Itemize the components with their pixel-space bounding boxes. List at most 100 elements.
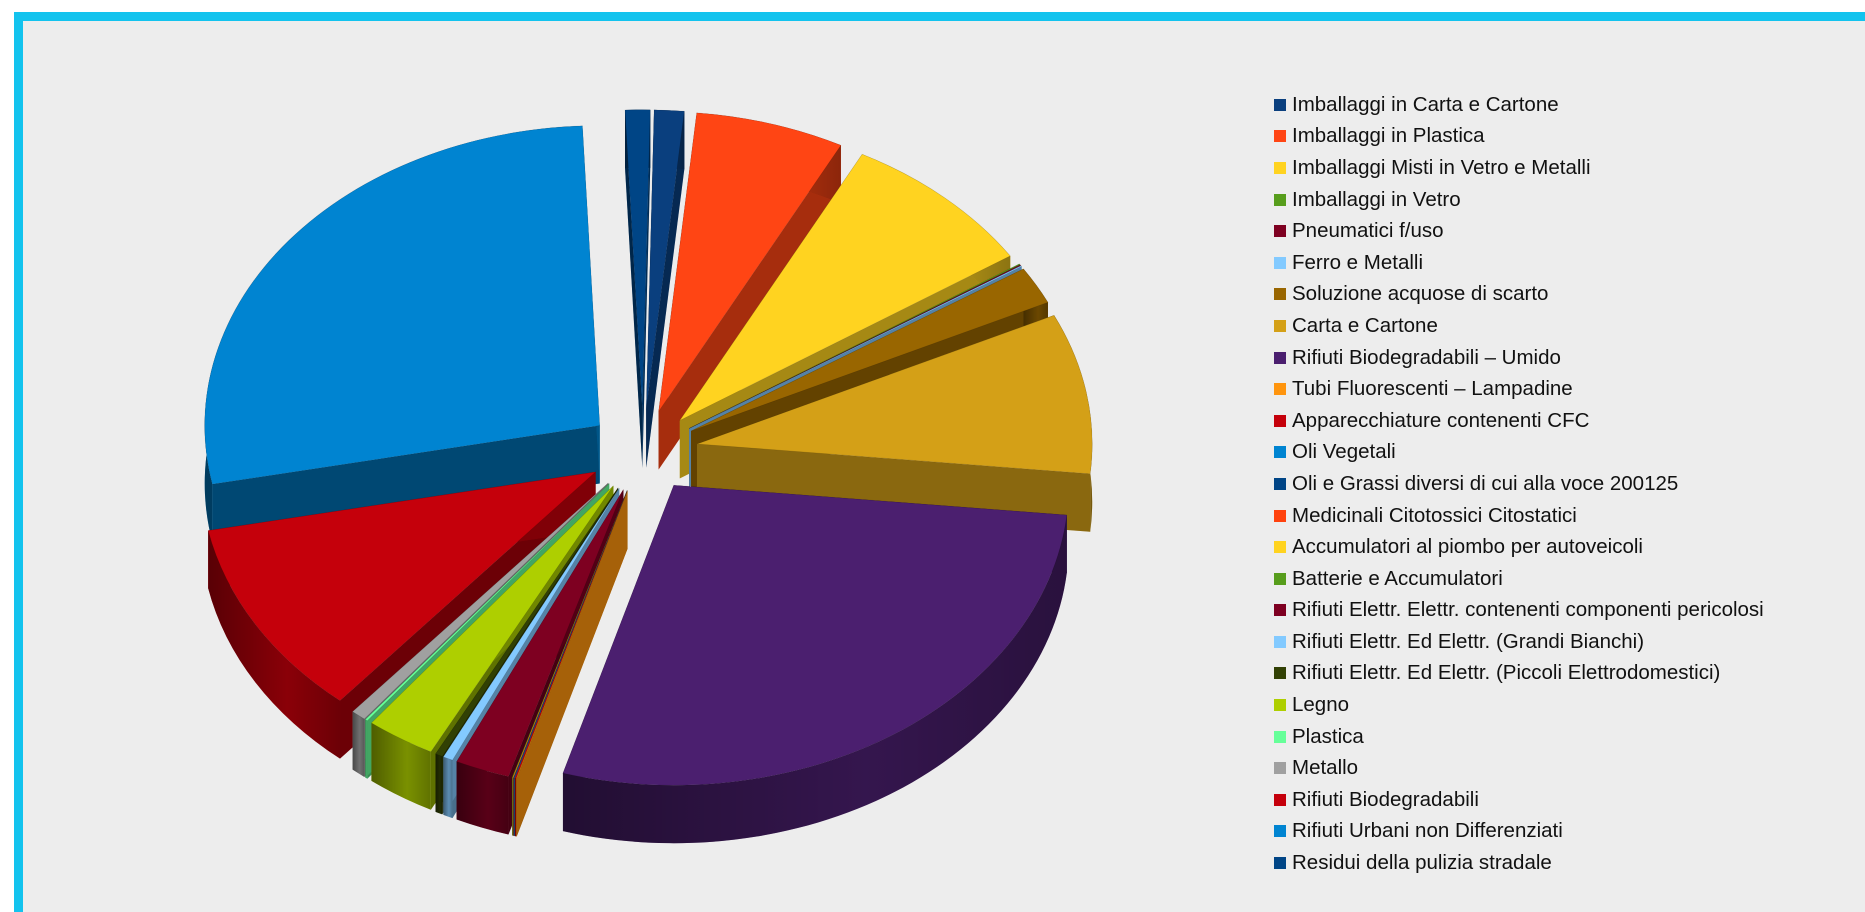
legend-label: Batterie e Accumulatori: [1292, 566, 1503, 590]
pie-slice-top: [512, 490, 628, 779]
legend-swatch: [1274, 319, 1286, 332]
pie-slice-top: [678, 153, 1011, 422]
pie-slice-24: [204, 125, 601, 543]
legend-item: Accumulatori al piombo per autoveicoli: [1274, 531, 1764, 563]
legend-item: Pneumatici f/uso: [1274, 215, 1764, 247]
pie-slice-wall-shade: [646, 111, 685, 468]
legend-label: Imballaggi in Plastica: [1292, 124, 1485, 148]
pie-slice-wall: [516, 490, 628, 837]
pie-slice-top: [442, 488, 620, 761]
legend-item: Legno: [1274, 689, 1764, 721]
legend-swatch: [1274, 446, 1286, 459]
pie-slice-wall: [212, 425, 600, 543]
pie-slice-8: [697, 314, 1093, 532]
pie-slice-top: [645, 109, 685, 410]
legend-label: Plastica: [1292, 724, 1364, 748]
legend-swatch: [1274, 256, 1286, 269]
legend-swatch: [1274, 699, 1286, 712]
pie-slice-wall: [625, 110, 643, 468]
pie-slice-side-shade: [562, 514, 1067, 844]
legend-item: Ferro e Metalli: [1274, 247, 1764, 279]
legend-swatch: [1274, 288, 1286, 301]
legend-swatch: [1274, 98, 1286, 111]
pie-slice-top: [624, 109, 651, 410]
pie-slice-top: [513, 490, 628, 779]
pie-slice-top: [435, 487, 619, 757]
legend-label: Ferro e Metalli: [1292, 250, 1424, 274]
legend-item: Soluzione acquose di scarto: [1274, 279, 1764, 311]
legend-item: Tubi Fluorescenti – Lampadine: [1274, 373, 1764, 405]
pie-slice-wall: [646, 111, 685, 468]
legend-swatch: [1274, 541, 1286, 554]
pie-slice-wall-shade: [642, 109, 651, 468]
legend-item: Imballaggi in Vetro: [1274, 184, 1764, 216]
pie-slice-top: [562, 484, 1068, 786]
legend-label: Oli Vegetali: [1292, 440, 1396, 464]
legend-item: Oli Vegetali: [1274, 437, 1764, 469]
legend-swatch: [1274, 572, 1286, 585]
pie-slice-top: [697, 314, 1093, 475]
legend-label: Metallo: [1292, 756, 1359, 780]
legend-swatch: [1274, 509, 1286, 522]
legend-label: Apparecchiature contenenti CFC: [1292, 408, 1590, 432]
legend-swatch: [1274, 193, 1286, 206]
pie-slice-side-shade: [371, 722, 431, 810]
legend-label: Tubi Fluorescenti – Lampadine: [1292, 377, 1573, 401]
legend-item: Carta e Cartone: [1274, 310, 1764, 342]
pie-slice-top: [514, 490, 628, 779]
pie-slice-wall-shade: [516, 490, 628, 837]
legend-item: Rifiuti Urbani non Differenziati: [1274, 816, 1764, 848]
pie-slice-top: [658, 112, 842, 412]
legend-item: Imballaggi in Plastica: [1274, 121, 1764, 153]
pie-slice-top: [512, 490, 628, 779]
pie-slice-25: [624, 109, 651, 468]
legend: Imballaggi in Carta e Cartone Imballaggi …: [1274, 89, 1764, 879]
legend-label: Carta e Cartone: [1292, 313, 1438, 337]
legend-label: Rifiuti Elettr. Elettr. contenenti compo…: [1292, 598, 1764, 622]
legend-swatch: [1274, 793, 1286, 806]
legend-item: Residui della pulizia stradale: [1274, 847, 1764, 879]
legend-swatch: [1274, 225, 1286, 238]
pie-slice-side-shade: [514, 778, 517, 837]
pie-slice-wall-shade: [212, 425, 600, 543]
pie-slice-top: [456, 489, 624, 777]
legend-swatch: [1274, 383, 1286, 396]
legend-swatch: [1274, 604, 1286, 617]
legend-label: Accumulatori al piombo per autoveicoli: [1292, 535, 1643, 559]
legend-item: Rifiuti Biodegradabili – Umido: [1274, 342, 1764, 374]
legend-label: Rifiuti Biodegradabili – Umido: [1292, 345, 1561, 369]
legend-swatch: [1274, 161, 1286, 174]
legend-item: Apparecchiature contenenti CFC: [1274, 405, 1764, 437]
legend-label: Rifiuti Urbani non Differenziati: [1292, 819, 1563, 843]
legend-label: Soluzione acquose di scarto: [1292, 282, 1549, 306]
legend-item: Oli e Grassi diversi di cui alla voce 20…: [1274, 468, 1764, 500]
legend-item: Plastica: [1274, 721, 1764, 753]
pie-slice-10: [515, 490, 628, 837]
chart-frame: Imballaggi in Carta e Cartone Imballaggi …: [14, 12, 1865, 912]
legend-item: Batterie e Accumulatori: [1274, 563, 1764, 595]
legend-item: Medicinali Citotossici Citostatici: [1274, 500, 1764, 532]
legend-swatch: [1274, 667, 1286, 680]
legend-label: Imballaggi Misti in Vetro e Metalli: [1292, 155, 1591, 179]
legend-label: Imballaggi in Vetro: [1292, 187, 1461, 211]
legend-swatch: [1274, 130, 1286, 143]
pie-slice-side-shade: [443, 756, 453, 819]
pie-slice-top: [690, 268, 1049, 432]
legend-label: Rifiuti Elettr. Ed Elettr. (Grandi Bianc…: [1292, 629, 1645, 653]
legend-swatch: [1274, 762, 1286, 775]
pie-slice-side-shade: [208, 530, 341, 759]
legend-label: Rifiuti Elettr. Ed Elettr. (Piccoli Elet…: [1292, 661, 1721, 685]
pie-slice-top: [515, 490, 628, 779]
pie-slice-top: [207, 471, 597, 702]
legend-item: Imballaggi in Carta e Cartone: [1274, 89, 1764, 121]
pie-slice-top: [352, 482, 609, 720]
pie-slice-1: [645, 109, 685, 468]
pie-chart: [204, 109, 1093, 844]
legend-swatch: [1274, 351, 1286, 364]
pie-slice-top: [364, 483, 610, 722]
legend-item: Imballaggi Misti in Vetro e Metalli: [1274, 152, 1764, 184]
legend-label: Pneumatici f/uso: [1292, 219, 1444, 243]
legend-item: Rifiuti Elettr. Elettr. contenenti compo…: [1274, 595, 1764, 627]
legend-swatch: [1274, 635, 1286, 648]
pie-slice-top: [689, 265, 1023, 429]
